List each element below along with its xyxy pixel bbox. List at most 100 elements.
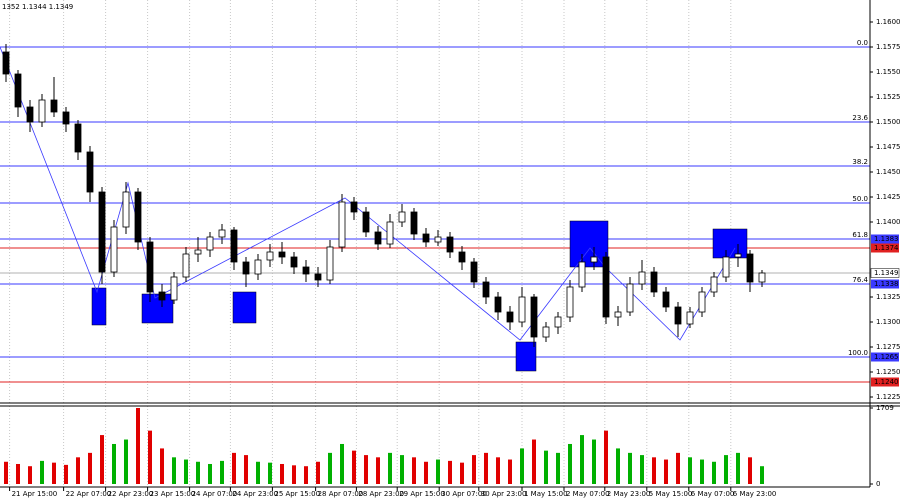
candle-body	[362, 211, 370, 233]
y-tick-label: 1.1600	[876, 18, 900, 26]
y-tick-label: 1.1325	[876, 293, 900, 301]
x-tick-label: 30 Apr 07:00	[441, 490, 487, 498]
volume-bar	[4, 461, 8, 484]
candle-body	[146, 241, 154, 293]
volume-bar	[40, 460, 44, 484]
x-tick-label: 29 Apr 15:00	[399, 490, 445, 498]
volume-bar	[760, 466, 764, 484]
candle-body	[518, 296, 526, 323]
volume-bar	[232, 452, 236, 484]
price-tag-label: 1.1240	[874, 378, 899, 386]
volume-bar	[340, 443, 344, 484]
zone	[515, 341, 537, 372]
candle-body	[14, 73, 22, 108]
volume-bar	[244, 455, 248, 484]
candle-body	[494, 296, 502, 313]
volume-bar	[508, 459, 512, 484]
fib-label: 76.4	[852, 276, 868, 284]
x-tick-label: 28 Apr 07:00	[318, 490, 364, 498]
x-tick-label: 30 Apr 23:00	[481, 490, 527, 498]
zone	[232, 291, 257, 324]
volume-bar	[592, 439, 596, 484]
y-tick-label: 1.1250	[876, 368, 900, 376]
fib-label: 100.0	[848, 349, 868, 357]
volume-bar	[688, 457, 692, 484]
volume-bar	[268, 462, 272, 484]
y-tick-label: 1.1575	[876, 43, 900, 51]
candle-body	[158, 291, 166, 301]
candle-body	[194, 249, 202, 255]
volume-bar	[196, 461, 200, 484]
volume-bar	[208, 463, 212, 484]
y-tick-label: 1.1525	[876, 93, 900, 101]
candle-body	[686, 311, 694, 325]
volume-bar	[448, 460, 452, 484]
volume-bar	[616, 448, 620, 484]
price-tag	[871, 352, 899, 362]
candle-body	[542, 326, 550, 338]
x-tick-label: 24 Apr 23:00	[232, 490, 278, 498]
volume-bar	[88, 452, 92, 484]
candle-body	[626, 283, 634, 313]
x-tick-label: 25 Apr 15:00	[274, 490, 320, 498]
volume-bar	[412, 457, 416, 484]
y-tick-label: 1.1550	[876, 68, 900, 76]
chart-title: 1352 1.1344 1.1349	[2, 3, 73, 11]
candle-body	[326, 246, 334, 281]
volume-bar	[472, 455, 476, 484]
y-tick-label: 1.1500	[876, 118, 900, 126]
candle-body	[638, 271, 646, 285]
candle-body	[674, 306, 682, 325]
y-tick-label: 1709	[876, 404, 894, 412]
x-tick-label: 5 May 15:00	[649, 490, 693, 498]
volume-bar	[568, 443, 572, 484]
candle-body	[98, 191, 106, 273]
volume-bar	[712, 461, 716, 484]
volume-bar	[724, 455, 728, 484]
y-tick-label: 1.1225	[876, 393, 900, 401]
volume-bar	[652, 457, 656, 484]
candle-body	[746, 253, 754, 283]
x-tick-label: 22 Apr 07:00	[66, 490, 112, 498]
volume-bar	[424, 461, 428, 484]
candle-body	[230, 229, 238, 263]
volume-bar	[316, 461, 320, 484]
x-tick-label: 6 May 23:00	[733, 490, 777, 498]
candle-body	[710, 276, 718, 293]
price-tag	[871, 377, 899, 387]
volume-bar	[28, 466, 32, 484]
volume-bar	[280, 463, 284, 484]
price-tag	[871, 279, 899, 289]
candle-body	[314, 273, 322, 281]
fib-label: 61.8	[852, 231, 868, 239]
volume-bar	[520, 448, 524, 484]
volume-bar	[136, 408, 140, 484]
fib-label: 50.0	[852, 195, 868, 203]
volume-bar	[556, 452, 560, 484]
fib-label: 38.2	[852, 158, 868, 166]
zone	[141, 293, 174, 324]
volume-bar	[172, 457, 176, 484]
candle-body	[278, 251, 286, 258]
volume-bar	[748, 457, 752, 484]
volume-bar	[364, 455, 368, 484]
zone	[91, 287, 107, 326]
volume-bar	[436, 459, 440, 484]
candle-body	[254, 259, 262, 275]
x-tick-label: 2 May 23:00	[607, 490, 651, 498]
fib-label: 0.0	[857, 39, 868, 47]
candle-body	[350, 201, 358, 213]
volume-bar	[220, 460, 224, 484]
candle-body	[590, 256, 598, 263]
volume-bar	[544, 450, 548, 484]
y-tick-label: 0	[876, 480, 880, 488]
candle-body	[290, 256, 298, 268]
candle-body	[110, 226, 118, 273]
volume-bar	[148, 430, 152, 484]
volume-bar	[352, 450, 356, 484]
price-tag-label: 1.1383	[874, 235, 899, 243]
y-tick-label: 1.1450	[876, 168, 900, 176]
candle-body	[662, 291, 670, 308]
x-tick-label: 24 Apr 07:00	[192, 490, 238, 498]
volume-bar	[640, 455, 644, 484]
